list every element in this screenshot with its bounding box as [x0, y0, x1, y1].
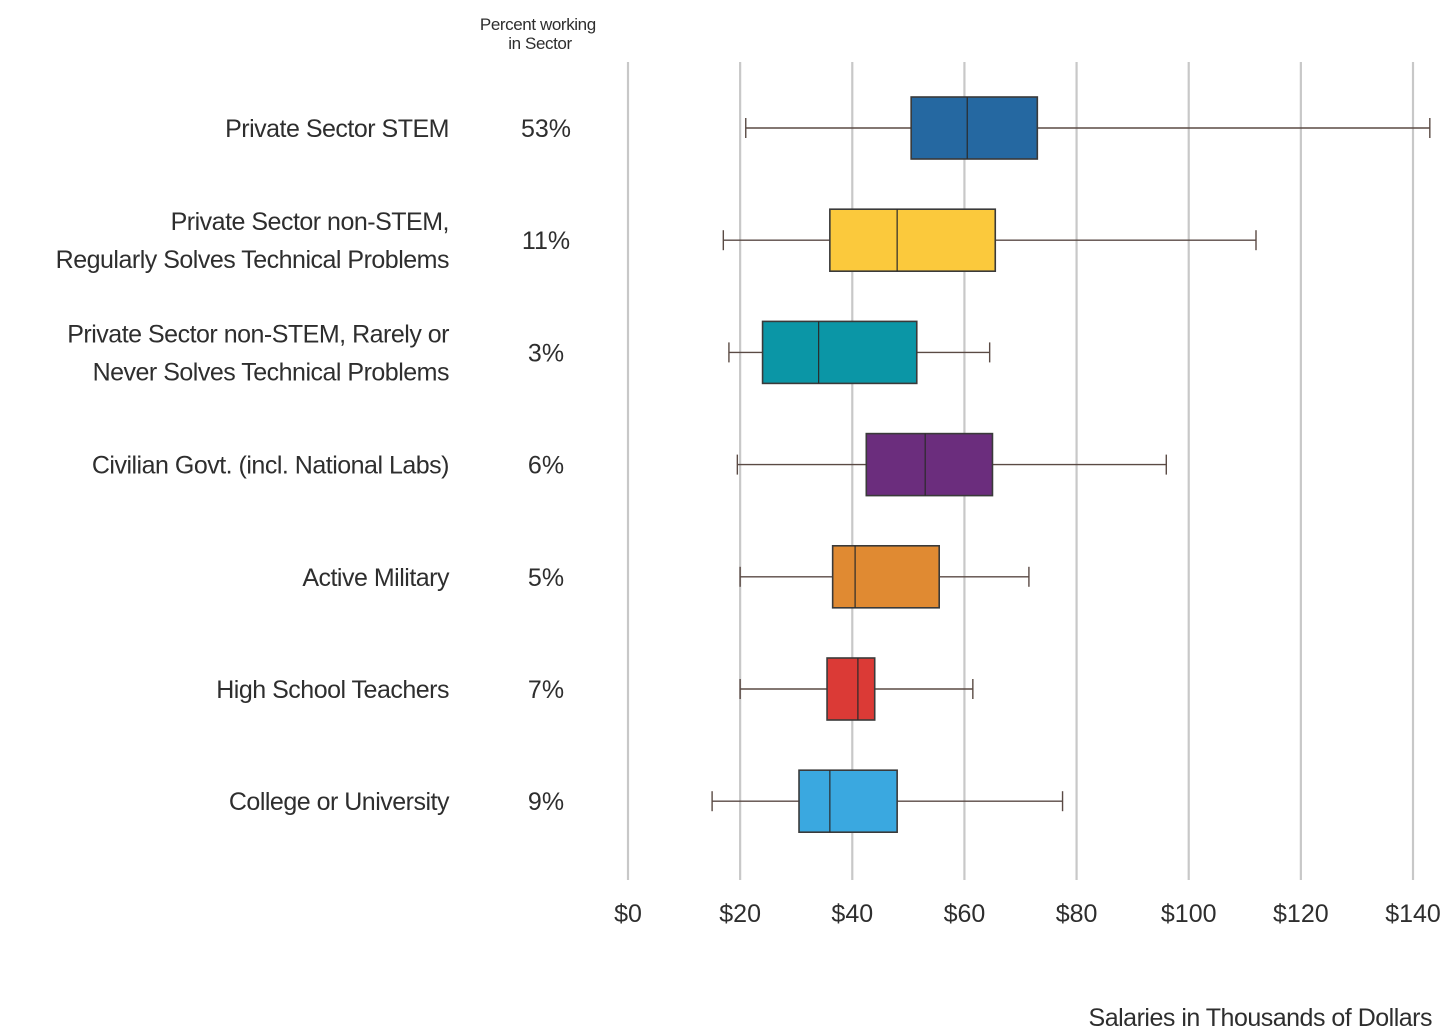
percent-label-3: 3%: [528, 339, 564, 367]
box-row-1: [745, 96, 1431, 160]
percent-column: Percent working in Sector 53% 11% 3% 6% 5% 7%…: [480, 15, 600, 816]
category-label-line: High School Teachers: [216, 676, 449, 704]
percent-label-6: 7%: [528, 676, 564, 704]
percent-column-header-line-2: in Sector: [508, 34, 572, 53]
x-axis-title: Salaries in Thousands of Dollars: [1089, 1004, 1432, 1030]
gridlines: [626, 62, 1415, 880]
x-tick-label-0: $0: [614, 900, 642, 928]
category-label-line: College or University: [229, 788, 450, 816]
percent-column-header-line-1: Percent working: [480, 15, 596, 34]
x-tick-label-100: $100: [1161, 900, 1217, 928]
percent-label-7: 9%: [528, 788, 564, 816]
box-row-4: [736, 432, 1167, 497]
category-label-2: Private Sector non-STEM, Regularly Solves…: [56, 208, 449, 274]
percent-label-2: 11%: [522, 227, 570, 255]
category-label-line: Private Sector non-STEM, Rarely or: [67, 320, 449, 348]
plot-area: [711, 96, 1431, 834]
iqr-box: [910, 96, 1039, 160]
box-row-7: [711, 769, 1064, 834]
category-label-6: High School Teachers: [216, 676, 449, 704]
category-label-line: Active Military: [302, 564, 450, 592]
x-tick-label-140: $140: [1385, 900, 1441, 928]
category-label-line: Civilian Govt. (incl. National Labs): [92, 452, 449, 480]
category-label-line: Private Sector STEM: [225, 115, 449, 143]
category-labels: Private Sector STEM Private Sector non-ST…: [56, 115, 451, 816]
category-label-line: Regularly Solves Technical Problems: [56, 246, 449, 274]
percent-column-header: Percent working in Sector: [480, 15, 600, 53]
x-tick-label-80: $80: [1056, 900, 1098, 928]
x-tick-label-60: $60: [944, 900, 986, 928]
percent-label-5: 5%: [528, 564, 564, 592]
x-tick-label-120: $120: [1273, 900, 1329, 928]
box-row-5: [739, 544, 1030, 609]
iqr-box: [865, 432, 994, 497]
category-label-1: Private Sector STEM: [225, 115, 449, 143]
percent-label-4: 6%: [528, 452, 564, 480]
x-axis-ticks: $0 $20 $40 $60 $80 $100 $120 $140: [614, 900, 1441, 928]
iqr-box: [761, 320, 918, 385]
category-label-7: College or University: [229, 788, 450, 816]
iqr-box: [798, 769, 898, 834]
percent-label-1: 53%: [521, 115, 571, 143]
category-label-4: Civilian Govt. (incl. National Labs): [92, 452, 449, 480]
x-tick-label-40: $40: [831, 900, 873, 928]
category-label-5: Active Military: [302, 564, 450, 592]
box-row-6: [739, 657, 974, 721]
category-label-line: Never Solves Technical Problems: [93, 358, 449, 386]
category-label-line: Private Sector non-STEM,: [171, 208, 449, 236]
iqr-box: [826, 657, 876, 721]
box-row-3: [728, 320, 991, 385]
iqr-box: [831, 544, 940, 609]
box-row-2: [722, 208, 1257, 272]
x-tick-label-20: $20: [719, 900, 761, 928]
iqr-box: [829, 208, 997, 272]
category-label-3: Private Sector non-STEM, Rarely or Never …: [67, 320, 449, 386]
